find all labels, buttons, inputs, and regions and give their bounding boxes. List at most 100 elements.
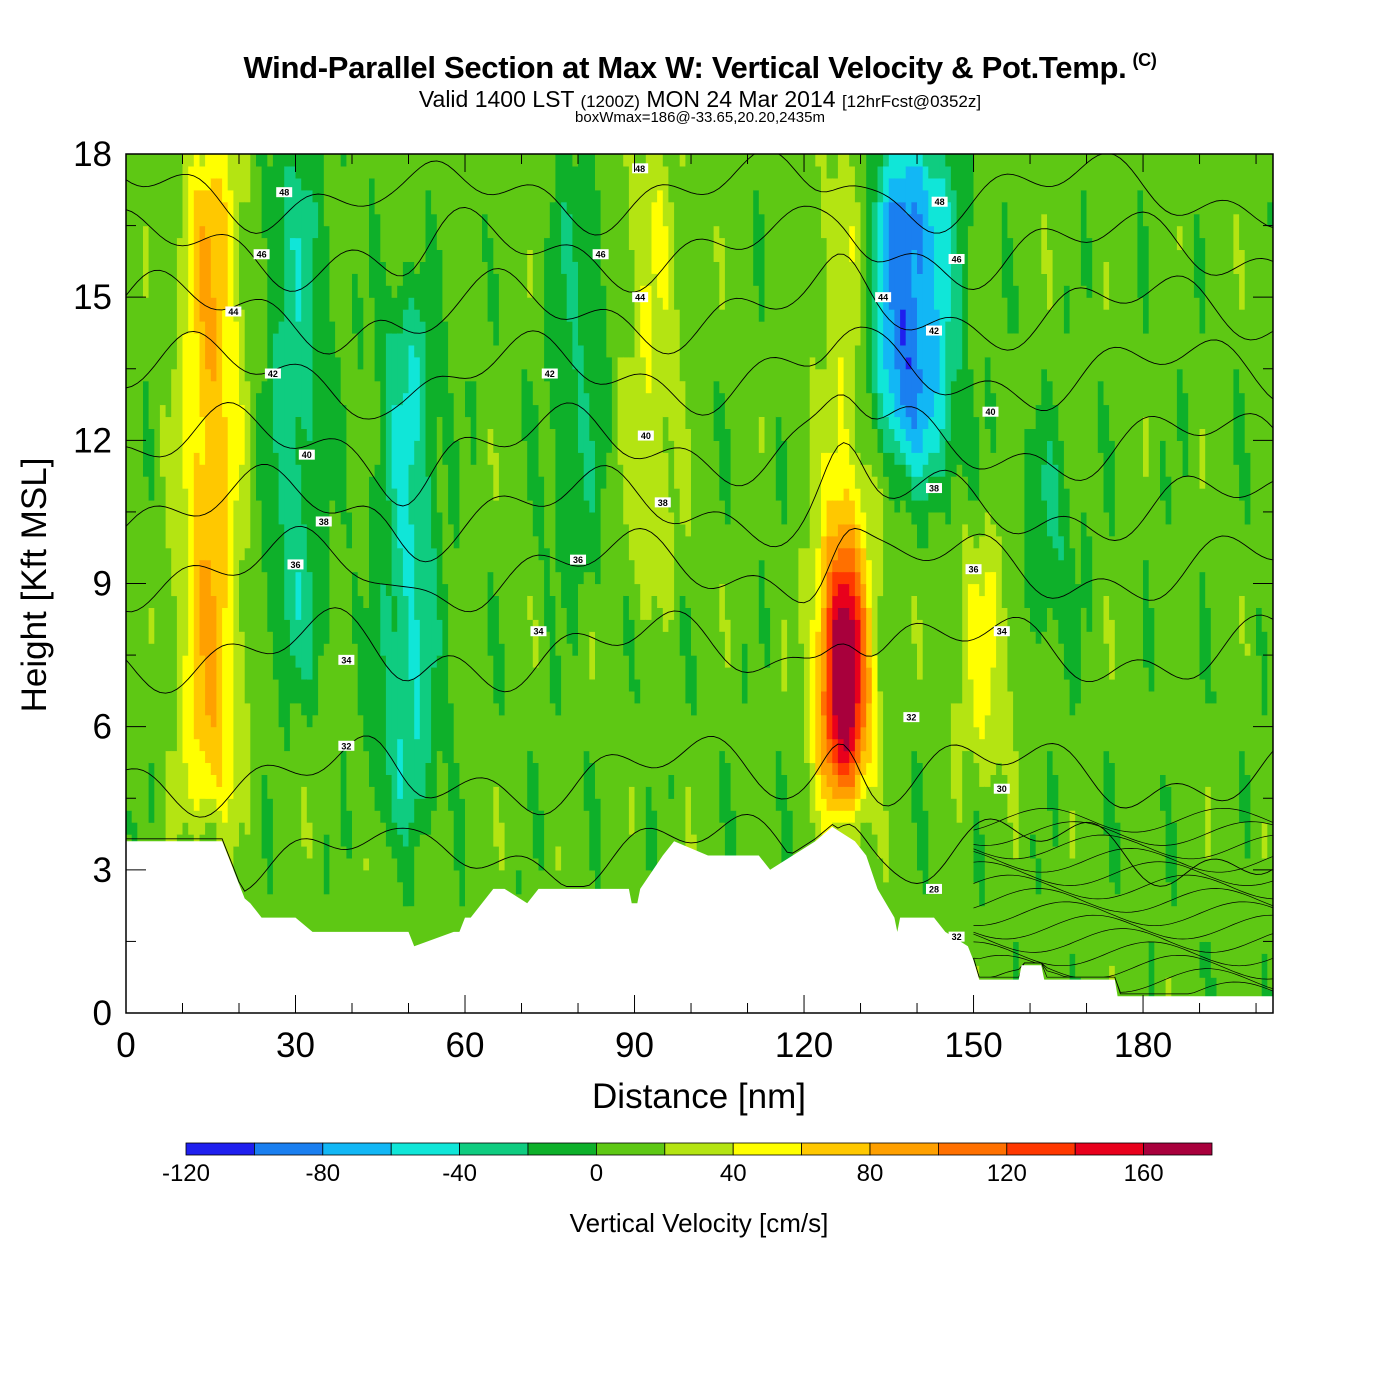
velocity-cell	[244, 201, 251, 382]
velocity-cell	[340, 165, 347, 406]
velocity-cell	[939, 476, 946, 513]
velocity-cell	[860, 726, 867, 752]
velocity-cell	[668, 619, 675, 775]
velocity-cell	[917, 165, 924, 215]
max-w-annotation: boxWmax=186@-33.65,20.20,2435m	[575, 109, 825, 126]
velocity-cell	[1109, 619, 1116, 680]
velocity-cell	[905, 416, 912, 441]
velocity-cell	[199, 655, 206, 752]
velocity-cell	[391, 488, 398, 597]
velocity-cell	[1052, 846, 1059, 1013]
velocity-cell	[866, 154, 873, 394]
velocity-cell	[199, 416, 206, 465]
velocity-cell	[640, 356, 647, 620]
velocity-cell	[267, 798, 274, 895]
velocity-cell	[205, 559, 212, 716]
velocity-cell	[1244, 523, 1251, 644]
velocity-cell	[408, 297, 415, 346]
velocity-cell	[967, 750, 975, 1013]
velocity-cell	[589, 762, 596, 871]
svg-text:48: 48	[935, 197, 945, 207]
colorbar-swatch	[869, 1142, 939, 1156]
velocity-cell	[448, 154, 455, 394]
velocity-cell	[900, 464, 907, 501]
contour-label: 44	[225, 306, 242, 317]
velocity-cell	[205, 237, 212, 370]
velocity-cell	[143, 297, 150, 382]
velocity-cell	[1137, 189, 1144, 298]
colorbar-tick-label: 120	[987, 1160, 1027, 1187]
velocity-cell	[1199, 428, 1206, 489]
velocity-cell	[1001, 201, 1009, 298]
velocity-cell	[719, 309, 726, 394]
velocity-cell	[724, 619, 732, 668]
velocity-cell	[284, 154, 291, 167]
velocity-cell	[261, 774, 268, 859]
velocity-cell	[1261, 631, 1268, 716]
velocity-cell	[312, 201, 319, 239]
velocity-cell	[821, 368, 828, 453]
velocity-cell	[408, 344, 415, 465]
velocity-cell	[911, 822, 918, 1013]
velocity-cell	[685, 535, 692, 608]
velocity-cell	[1103, 309, 1110, 406]
velocity-cell	[956, 154, 963, 262]
velocity-cell	[1063, 285, 1071, 334]
velocity-cell	[905, 511, 912, 1013]
velocity-cell	[617, 154, 624, 358]
svg-text:44: 44	[878, 293, 888, 303]
velocity-cell	[595, 154, 602, 191]
velocity-cell	[854, 774, 862, 799]
velocity-cell	[668, 201, 675, 441]
velocity-cell	[493, 500, 500, 596]
velocity-cell	[561, 201, 568, 274]
velocity-cell	[306, 440, 314, 573]
velocity-cell	[888, 309, 896, 394]
velocity-cell	[431, 154, 438, 215]
velocity-cell	[1205, 941, 1212, 1013]
velocity-cell	[380, 583, 387, 656]
velocity-cell	[1024, 428, 1031, 608]
velocity-cell	[1244, 154, 1251, 453]
velocity-cell	[628, 834, 636, 942]
velocity-cell	[1080, 511, 1088, 608]
velocity-cell	[493, 273, 500, 346]
velocity-cell	[1239, 154, 1246, 250]
velocity-cell	[239, 559, 246, 632]
contour-label: 32	[338, 740, 355, 751]
velocity-cell	[301, 678, 308, 716]
velocity-cell	[199, 165, 206, 191]
theta-contour-low	[973, 807, 1273, 833]
velocity-cell	[227, 189, 234, 799]
velocity-cell	[905, 165, 912, 215]
velocity-cell	[1233, 213, 1240, 274]
velocity-cell	[1160, 810, 1167, 1013]
velocity-cell	[645, 285, 653, 394]
velocity-cell	[210, 726, 218, 775]
velocity-cell	[188, 165, 195, 799]
x-tick-label: 120	[775, 1026, 833, 1065]
velocity-cell	[555, 655, 562, 716]
velocity-cell	[295, 177, 302, 239]
velocity-cell	[854, 810, 862, 847]
velocity-cell	[244, 702, 251, 835]
velocity-cell	[239, 464, 246, 561]
colorbar-swatch	[1006, 1142, 1076, 1156]
velocity-cell	[843, 428, 850, 489]
velocity-cell	[1047, 535, 1054, 608]
velocity-cell	[849, 547, 856, 573]
velocity-cell	[1035, 404, 1042, 644]
velocity-cell	[922, 189, 929, 429]
colorbar-swatch	[253, 1142, 324, 1156]
velocity-cell	[1052, 464, 1059, 549]
velocity-cell	[284, 750, 291, 1013]
velocity-cell	[352, 154, 359, 274]
velocity-cell	[419, 261, 427, 322]
velocity-cell	[826, 452, 833, 501]
velocity-cell	[278, 726, 285, 1013]
velocity-cell	[1205, 154, 1212, 608]
velocity-cell	[1165, 476, 1172, 525]
velocity-cell	[939, 154, 946, 179]
velocity-cell	[917, 154, 924, 167]
velocity-cell	[826, 607, 833, 740]
